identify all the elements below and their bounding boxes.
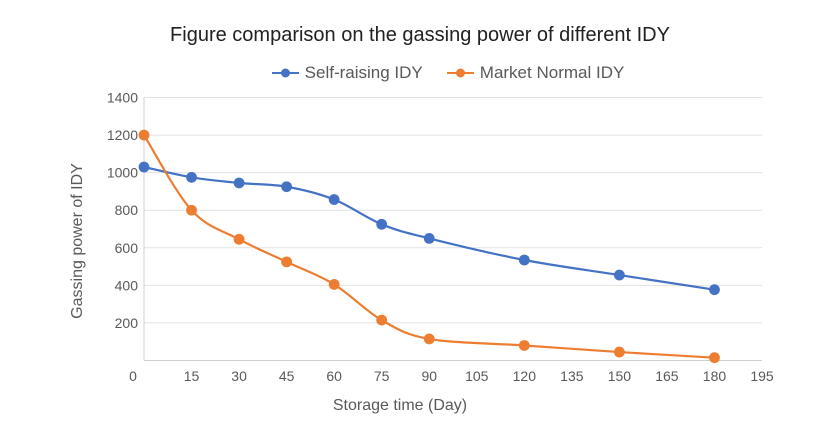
y-tick-label: 400 bbox=[115, 277, 139, 293]
x-tick-label: 15 bbox=[184, 368, 200, 384]
x-tick-label: 165 bbox=[655, 368, 679, 384]
data-point-market-normal-idy bbox=[186, 204, 197, 216]
data-point-self-raising-idy bbox=[186, 171, 197, 183]
legend: Self-raising IDY Market Normal IDY bbox=[0, 63, 832, 83]
data-point-self-raising-idy bbox=[138, 161, 150, 173]
x-tick-label: 45 bbox=[279, 368, 295, 384]
data-point-market-normal-idy bbox=[518, 340, 530, 351]
y-tick-label: 200 bbox=[115, 315, 139, 331]
data-point-self-raising-idy bbox=[281, 181, 293, 193]
y-tick-label: 600 bbox=[115, 240, 139, 256]
data-point-self-raising-idy bbox=[376, 218, 388, 230]
x-tick-label: 105 bbox=[465, 368, 489, 384]
data-point-self-raising-idy bbox=[518, 254, 530, 266]
data-point-market-normal-idy bbox=[138, 129, 150, 141]
data-point-market-normal-idy bbox=[328, 279, 340, 290]
x-tick-label: 195 bbox=[750, 368, 774, 384]
data-point-self-raising-idy bbox=[233, 177, 245, 189]
data-point-self-raising-idy bbox=[613, 269, 625, 281]
x-tick-label: 135 bbox=[560, 368, 584, 384]
x-tick-label: 150 bbox=[608, 368, 632, 384]
line-marker-icon bbox=[271, 68, 299, 78]
legend-label: Self-raising IDY bbox=[304, 63, 423, 82]
x-tick-label: 60 bbox=[326, 368, 342, 384]
series-line-market-normal-idy bbox=[142, 133, 716, 359]
data-point-self-raising-idy bbox=[709, 284, 720, 296]
x-tick-label: 75 bbox=[374, 368, 390, 384]
data-point-market-normal-idy bbox=[613, 346, 625, 358]
y-tick-label: 1400 bbox=[107, 90, 138, 106]
x-tick-label: 90 bbox=[421, 368, 437, 384]
legend-item-self-raising-idy: Self-raising IDY bbox=[271, 63, 423, 83]
data-point-market-normal-idy bbox=[709, 352, 720, 364]
y-tick-label: 800 bbox=[115, 202, 139, 218]
line-marker-icon bbox=[446, 68, 474, 78]
y-tick-label: 1200 bbox=[107, 127, 138, 143]
x-axis-title: Storage time (Day) bbox=[332, 397, 468, 414]
series-line-self-raising-idy bbox=[142, 165, 716, 291]
x-tick-label: 0 bbox=[129, 368, 137, 384]
data-point-market-normal-idy bbox=[233, 233, 245, 245]
x-tick-label: 180 bbox=[703, 368, 727, 384]
data-point-market-normal-idy bbox=[423, 333, 435, 345]
data-point-self-raising-idy bbox=[423, 232, 435, 244]
x-tick-label: 30 bbox=[231, 368, 247, 384]
data-point-self-raising-idy bbox=[328, 194, 340, 205]
data-point-market-normal-idy bbox=[281, 256, 293, 268]
data-point-market-normal-idy bbox=[376, 314, 388, 326]
legend-label: Market Normal IDY bbox=[479, 63, 625, 82]
y-tick-label: 1000 bbox=[107, 165, 138, 181]
chart-title: Figure comparison on the gassing power o… bbox=[170, 24, 670, 46]
x-tick-label: 120 bbox=[513, 368, 537, 384]
legend-item-market-normal-idy: Market Normal IDY bbox=[446, 63, 625, 83]
